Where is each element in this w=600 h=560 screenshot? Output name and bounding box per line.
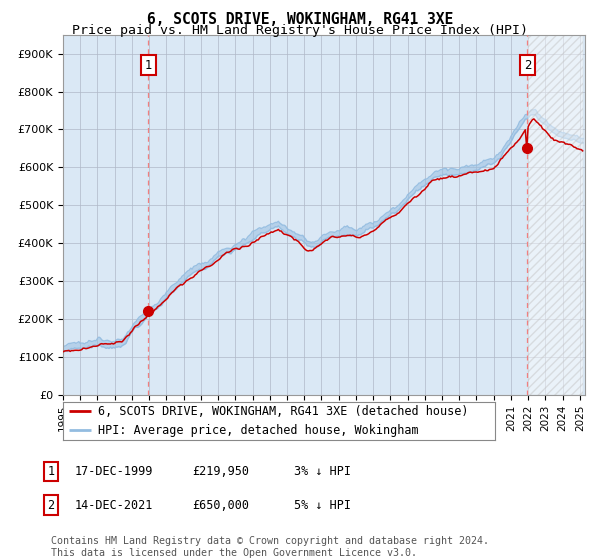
Text: Price paid vs. HM Land Registry's House Price Index (HPI): Price paid vs. HM Land Registry's House … <box>72 24 528 37</box>
Text: 6, SCOTS DRIVE, WOKINGHAM, RG41 3XE: 6, SCOTS DRIVE, WOKINGHAM, RG41 3XE <box>147 12 453 27</box>
Text: 2: 2 <box>524 59 531 72</box>
Text: 14-DEC-2021: 14-DEC-2021 <box>75 498 154 512</box>
Text: 5% ↓ HPI: 5% ↓ HPI <box>294 498 351 512</box>
Text: £219,950: £219,950 <box>192 465 249 478</box>
Text: 1: 1 <box>145 59 152 72</box>
Text: 1: 1 <box>47 465 55 478</box>
Text: Contains HM Land Registry data © Crown copyright and database right 2024.
This d: Contains HM Land Registry data © Crown c… <box>51 536 489 558</box>
Text: 2: 2 <box>47 498 55 512</box>
Text: 17-DEC-1999: 17-DEC-1999 <box>75 465 154 478</box>
Text: 3% ↓ HPI: 3% ↓ HPI <box>294 465 351 478</box>
Text: £650,000: £650,000 <box>192 498 249 512</box>
Text: 6, SCOTS DRIVE, WOKINGHAM, RG41 3XE (detached house): 6, SCOTS DRIVE, WOKINGHAM, RG41 3XE (det… <box>98 405 468 418</box>
Text: HPI: Average price, detached house, Wokingham: HPI: Average price, detached house, Woki… <box>98 424 418 437</box>
